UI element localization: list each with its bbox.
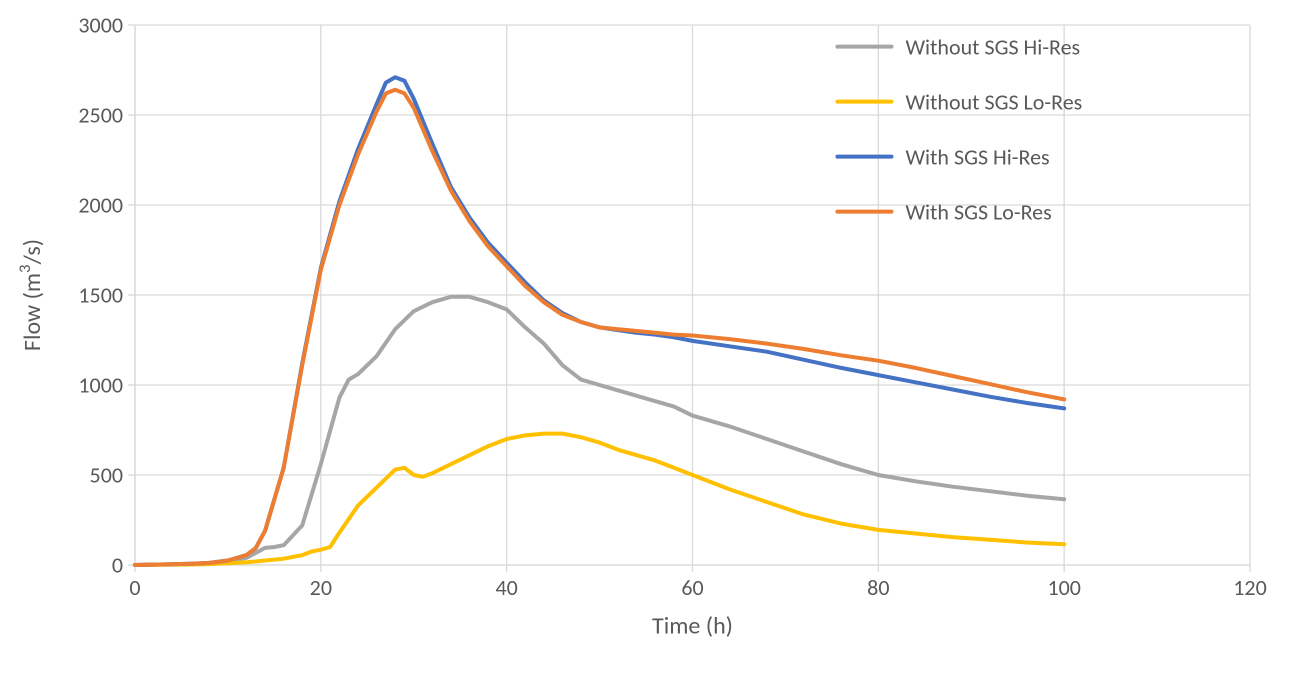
- svg-text:2000: 2000: [78, 192, 123, 219]
- svg-text:1500: 1500: [78, 282, 123, 309]
- y-axis-title: Flow (m3/s): [14, 239, 48, 351]
- svg-text:0: 0: [129, 574, 140, 601]
- chart-svg: 0 20 40 60 80 100 120 0 500 1000 1500 2000 2500 3000 T…: [0, 0, 1293, 679]
- svg-text:1000: 1000: [78, 372, 123, 399]
- svg-text:100: 100: [1047, 574, 1080, 601]
- svg-text:3000: 3000: [78, 12, 123, 39]
- legend-label: Without SGS Lo-Res: [905, 88, 1082, 115]
- flow-line-chart: 0 20 40 60 80 100 120 0 500 1000 1500 2000 2500 3000 T…: [0, 0, 1293, 679]
- svg-text:0: 0: [112, 552, 123, 579]
- legend-label: Without SGS Hi-Res: [905, 33, 1080, 60]
- svg-text:20: 20: [310, 574, 332, 601]
- x-axis-title: Time (h): [652, 612, 733, 641]
- svg-text:40: 40: [496, 574, 518, 601]
- svg-text:120: 120: [1233, 574, 1266, 601]
- legend-label: With SGS Hi-Res: [905, 143, 1049, 170]
- legend-label: With SGS Lo-Res: [905, 198, 1051, 225]
- svg-text:500: 500: [90, 462, 123, 489]
- svg-text:2500: 2500: [78, 102, 123, 129]
- svg-text:80: 80: [867, 574, 889, 601]
- svg-text:60: 60: [681, 574, 703, 601]
